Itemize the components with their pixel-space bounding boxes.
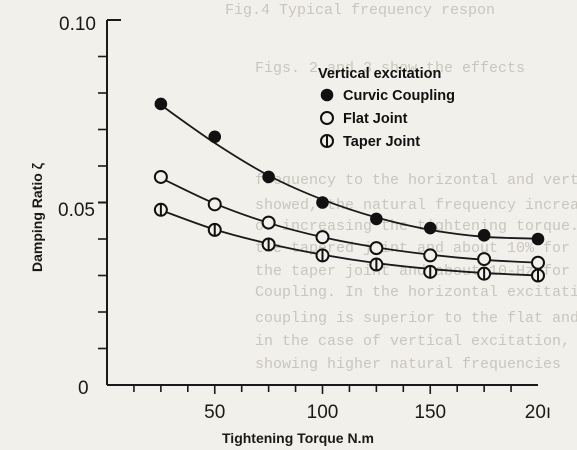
data-point	[207, 197, 222, 212]
data-point	[531, 268, 545, 283]
background-text-line: Figs. 2 and 3 show the effects	[255, 60, 525, 77]
data-point	[423, 264, 438, 279]
background-text-layer: Fig.4 Typical frequency respon Figs. 2 an…	[225, 2, 577, 373]
data-point	[208, 130, 222, 144]
background-text-line: showing higher natural frequencies	[255, 356, 561, 373]
legend-title: Vertical excitation	[318, 66, 441, 82]
data-point	[261, 215, 276, 230]
background-text-line: the tapered joint and about 10% for	[255, 240, 570, 257]
legend-entry-label: Curvic Coupling	[343, 88, 455, 104]
background-text-line: coupling is superior to the flat and tap…	[255, 310, 577, 327]
x-axis-label: Tightening Torque N.m	[222, 430, 374, 446]
data-points	[153, 97, 545, 283]
x-tick-label: 20ı	[525, 402, 551, 423]
background-text-line: the taper joint and about 10-Hz for the	[255, 263, 577, 280]
y-axis-label: Damping Ratio ζ	[29, 162, 45, 272]
data-point	[531, 232, 545, 246]
data-point	[153, 169, 168, 184]
background-text-line: Fig.4 Typical frequency respon	[225, 2, 495, 19]
x-tick-label: 50	[204, 402, 225, 423]
data-point	[370, 212, 383, 226]
data-point	[261, 237, 276, 252]
legend-marker	[320, 88, 334, 102]
data-point	[477, 229, 491, 242]
data-point	[531, 255, 545, 270]
legend-marker	[320, 111, 334, 125]
legend-marker	[320, 134, 334, 148]
data-point	[315, 230, 330, 245]
legend-entry-label: Flat Joint	[343, 111, 408, 127]
background-text-line: showed, the natural frequency increases	[255, 197, 577, 214]
data-point	[315, 248, 330, 263]
data-point	[477, 266, 492, 281]
y-tick-label: 0.05	[58, 200, 95, 221]
axes: 0 0.05 0.10 50 100 150 20ı	[58, 14, 551, 423]
data-point	[369, 241, 384, 256]
data-point	[423, 221, 437, 235]
background-text-line: frequency to the horizontal and vertical	[255, 172, 577, 189]
data-point	[423, 248, 438, 263]
data-point	[262, 170, 275, 184]
y-tick-label: 0	[78, 378, 89, 399]
data-point	[154, 97, 168, 111]
y-tick-label: 0.10	[59, 14, 96, 35]
x-tick-label: 150	[414, 402, 446, 423]
data-point	[207, 222, 222, 237]
data-point	[369, 257, 384, 272]
legend-entry-label: Taper Joint	[343, 134, 420, 150]
data-point	[477, 252, 492, 267]
legend: Vertical excitation Curvic Coupling Flat …	[318, 66, 455, 150]
background-text-line: in the case of vertical excitation, the	[255, 333, 577, 350]
background-text-line: Coupling. In the horizontal excitation	[255, 284, 577, 301]
x-tick-label: 100	[307, 402, 339, 423]
data-point	[153, 202, 168, 217]
data-point	[316, 196, 329, 209]
